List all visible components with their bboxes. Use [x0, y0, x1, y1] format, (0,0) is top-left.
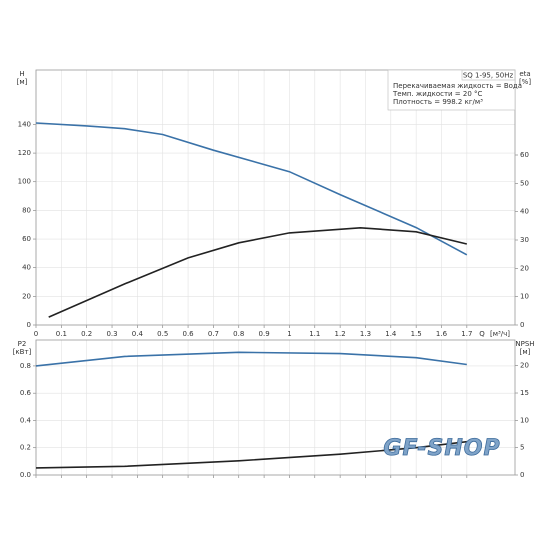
- x-tick-label: 1.2: [335, 330, 346, 338]
- y2-tick-label: 10: [520, 416, 529, 424]
- x-tick-label: 1.3: [360, 330, 371, 338]
- legend-text: Темп. жидкости = 20 °C: [392, 90, 483, 98]
- plot-frame: [35, 339, 516, 476]
- curve: [35, 440, 467, 469]
- y-tick-label: 0.8: [20, 362, 31, 370]
- x-axis-unit: [м³/ч]: [490, 330, 510, 338]
- x-tick-label: 0.3: [106, 330, 117, 338]
- y-tick-label: 0.4: [20, 416, 32, 424]
- curve: [35, 351, 467, 367]
- legend-text: Перекачиваемая жидкость = Вода: [393, 82, 522, 90]
- x-tick-label: 0.8: [233, 330, 244, 338]
- y2-tick-label: 50: [520, 179, 529, 187]
- model-label: SQ 1-95, 50Hz: [463, 72, 514, 80]
- y-tick-label: 0.0: [20, 471, 31, 479]
- legend-text: Плотность = 998.2 кг/м³: [393, 98, 483, 106]
- y2-tick-label: 20: [520, 362, 529, 370]
- y-tick-label: 120: [18, 149, 31, 157]
- y-tick-label: 20: [22, 292, 31, 300]
- y-tick-label: 100: [18, 178, 31, 186]
- x-tick-label: 0.9: [259, 330, 270, 338]
- x-axis-label: Q: [479, 330, 485, 338]
- x-tick-label: 1.5: [411, 330, 422, 338]
- y2-tick-label: 10: [520, 293, 529, 301]
- y-tick-label: 140: [18, 120, 31, 128]
- y-tick-label: 40: [22, 264, 31, 272]
- x-tick-label: 0.4: [132, 330, 144, 338]
- y2-axis-unit: [м]: [520, 348, 531, 356]
- y-tick-label: 0.2: [20, 444, 31, 452]
- y-axis-unit: [м]: [17, 78, 28, 86]
- y-tick-label: 60: [22, 235, 31, 243]
- y2-tick-label: 15: [520, 389, 529, 397]
- y-tick-label: 0.6: [20, 389, 32, 397]
- y2-tick-label: 20: [520, 264, 529, 272]
- y2-tick-label: 5: [520, 444, 524, 452]
- y2-axis-unit: [%]: [519, 78, 531, 86]
- x-tick-label: 1.7: [461, 330, 472, 338]
- x-tick-label: 0.7: [208, 330, 219, 338]
- x-tick-label: 0: [34, 330, 38, 338]
- watermark: GF-SHOP: [383, 436, 500, 461]
- x-tick-label: 1.4: [385, 330, 397, 338]
- y2-tick-label: 40: [520, 208, 529, 216]
- y2-tick-label: 30: [520, 236, 529, 244]
- y-tick-label: 80: [22, 206, 31, 214]
- y-tick-label: 0: [27, 321, 31, 329]
- y2-tick-label: 0: [520, 321, 524, 329]
- y-axis-unit: [кВт]: [13, 348, 32, 356]
- x-tick-label: 1.1: [309, 330, 320, 338]
- y2-tick-label: 60: [520, 151, 529, 159]
- x-tick-label: 1.6: [436, 330, 448, 338]
- curve: [48, 226, 467, 318]
- x-tick-label: 0.5: [157, 330, 168, 338]
- x-tick-label: 0.2: [81, 330, 92, 338]
- plot-frame: [35, 69, 516, 326]
- legend-box: [387, 69, 516, 111]
- y-axis-label: H: [19, 70, 24, 78]
- x-tick-label: 0.1: [56, 330, 67, 338]
- x-tick-label: 0.6: [182, 330, 194, 338]
- y2-axis-label: eta: [519, 70, 530, 78]
- model-box: [461, 69, 516, 81]
- y2-tick-label: 0: [520, 471, 524, 479]
- x-tick-label: 1: [287, 330, 291, 338]
- y-axis-label: P2: [18, 340, 27, 348]
- curve: [35, 122, 468, 256]
- y2-axis-label: NPSH: [515, 340, 534, 348]
